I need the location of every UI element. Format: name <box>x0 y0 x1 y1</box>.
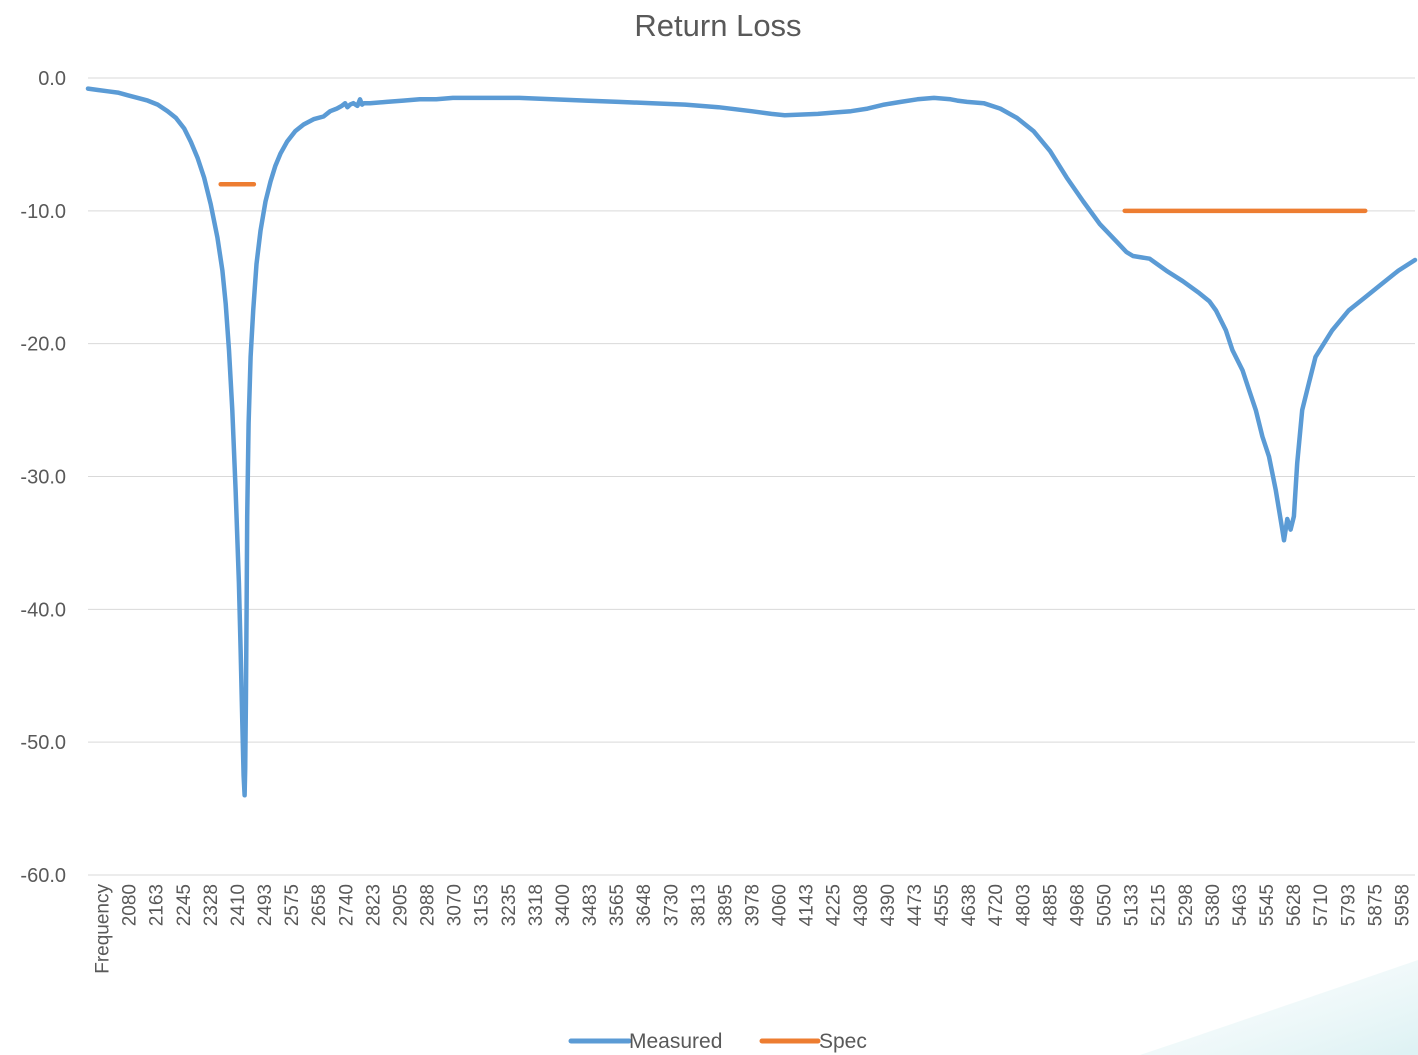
x-tick-label: 5545 <box>1257 884 1278 926</box>
x-tick-label: 5133 <box>1122 884 1143 926</box>
x-tick-label: 3153 <box>472 884 493 926</box>
y-tick-label: 0.0 <box>38 68 66 90</box>
x-tick-label: 4638 <box>959 884 980 926</box>
y-tick-label: -40.0 <box>20 599 66 621</box>
legend-label-measured: Measured <box>629 1030 722 1053</box>
series-lines <box>85 86 1418 798</box>
x-tick-label: 3895 <box>715 884 736 926</box>
x-tick-label: 2080 <box>120 884 141 926</box>
legend-label-spec: Spec <box>819 1030 867 1053</box>
x-tick-label: 4060 <box>770 884 791 926</box>
x-tick-label: 2328 <box>201 884 222 926</box>
x-tick-label: 3318 <box>526 884 547 926</box>
x-tick-label: 2410 <box>228 884 249 926</box>
x-tick-label: 4968 <box>1067 884 1088 926</box>
x-tick-label: 4803 <box>1013 884 1034 926</box>
legend: Measured Spec <box>568 1030 867 1053</box>
x-tick-label: 4390 <box>878 884 899 926</box>
x-tick-label: 5050 <box>1095 884 1116 926</box>
x-tick-label: 5628 <box>1284 884 1305 926</box>
x-axis-ticks: Frequency 2080 2163 2245 2328 2410 2493 2575 265… <box>93 884 1414 974</box>
x-tick-label: 2740 <box>336 884 357 926</box>
x-tick-label: 3730 <box>661 884 682 926</box>
chart-title: Return Loss <box>634 8 801 43</box>
x-tick-label: 4720 <box>986 884 1007 926</box>
x-tick-label: 4555 <box>932 884 953 926</box>
x-tick-label: 5298 <box>1176 884 1197 926</box>
x-tick-label: 2823 <box>363 884 384 926</box>
x-tick-label: 5463 <box>1230 884 1251 926</box>
x-tick-label: 4143 <box>797 884 818 926</box>
x-tick-label: 5875 <box>1365 884 1386 926</box>
x-tick-label: 4225 <box>824 884 845 926</box>
x-axis-label-frequency: Frequency <box>93 884 114 974</box>
y-tick-label: -20.0 <box>20 334 66 356</box>
gridlines <box>88 77 1415 876</box>
series-measured-line <box>85 86 1418 798</box>
y-axis-ticks: 0.0 -10.0 -20.0 -30.0 -40.0 -50.0 -60.0 <box>20 68 66 887</box>
x-tick-label: 2245 <box>174 884 195 926</box>
y-tick-label: -30.0 <box>20 467 66 489</box>
x-tick-label: 5793 <box>1338 884 1359 926</box>
x-tick-label: 3565 <box>607 884 628 926</box>
y-tick-label: -50.0 <box>20 732 66 754</box>
x-tick-label: 3813 <box>688 884 709 926</box>
x-tick-label: 2163 <box>147 884 168 926</box>
x-tick-label: 2658 <box>309 884 330 926</box>
x-tick-label: 3978 <box>743 884 764 926</box>
x-tick-label: 3648 <box>634 884 655 926</box>
x-tick-label: 2575 <box>282 884 303 926</box>
x-tick-label: 3070 <box>445 884 466 926</box>
x-tick-label: 5380 <box>1203 884 1224 926</box>
x-tick-label: 3400 <box>553 884 574 926</box>
x-tick-label: 4473 <box>905 884 926 926</box>
x-tick-label: 4885 <box>1040 884 1061 926</box>
y-tick-label: -10.0 <box>20 201 66 223</box>
x-tick-label: 5958 <box>1392 884 1413 926</box>
x-tick-label: 2905 <box>390 884 411 926</box>
x-tick-label: 5215 <box>1149 884 1170 926</box>
x-tick-label: 4308 <box>851 884 872 926</box>
x-tick-label: 3235 <box>499 884 520 926</box>
y-tick-label: -60.0 <box>20 865 66 887</box>
x-tick-label: 2493 <box>255 884 276 926</box>
x-tick-label: 3483 <box>580 884 601 926</box>
x-tick-label: 5710 <box>1311 884 1332 926</box>
decorative-corner-wave <box>1140 960 1418 1055</box>
x-tick-label: 2988 <box>418 884 439 926</box>
